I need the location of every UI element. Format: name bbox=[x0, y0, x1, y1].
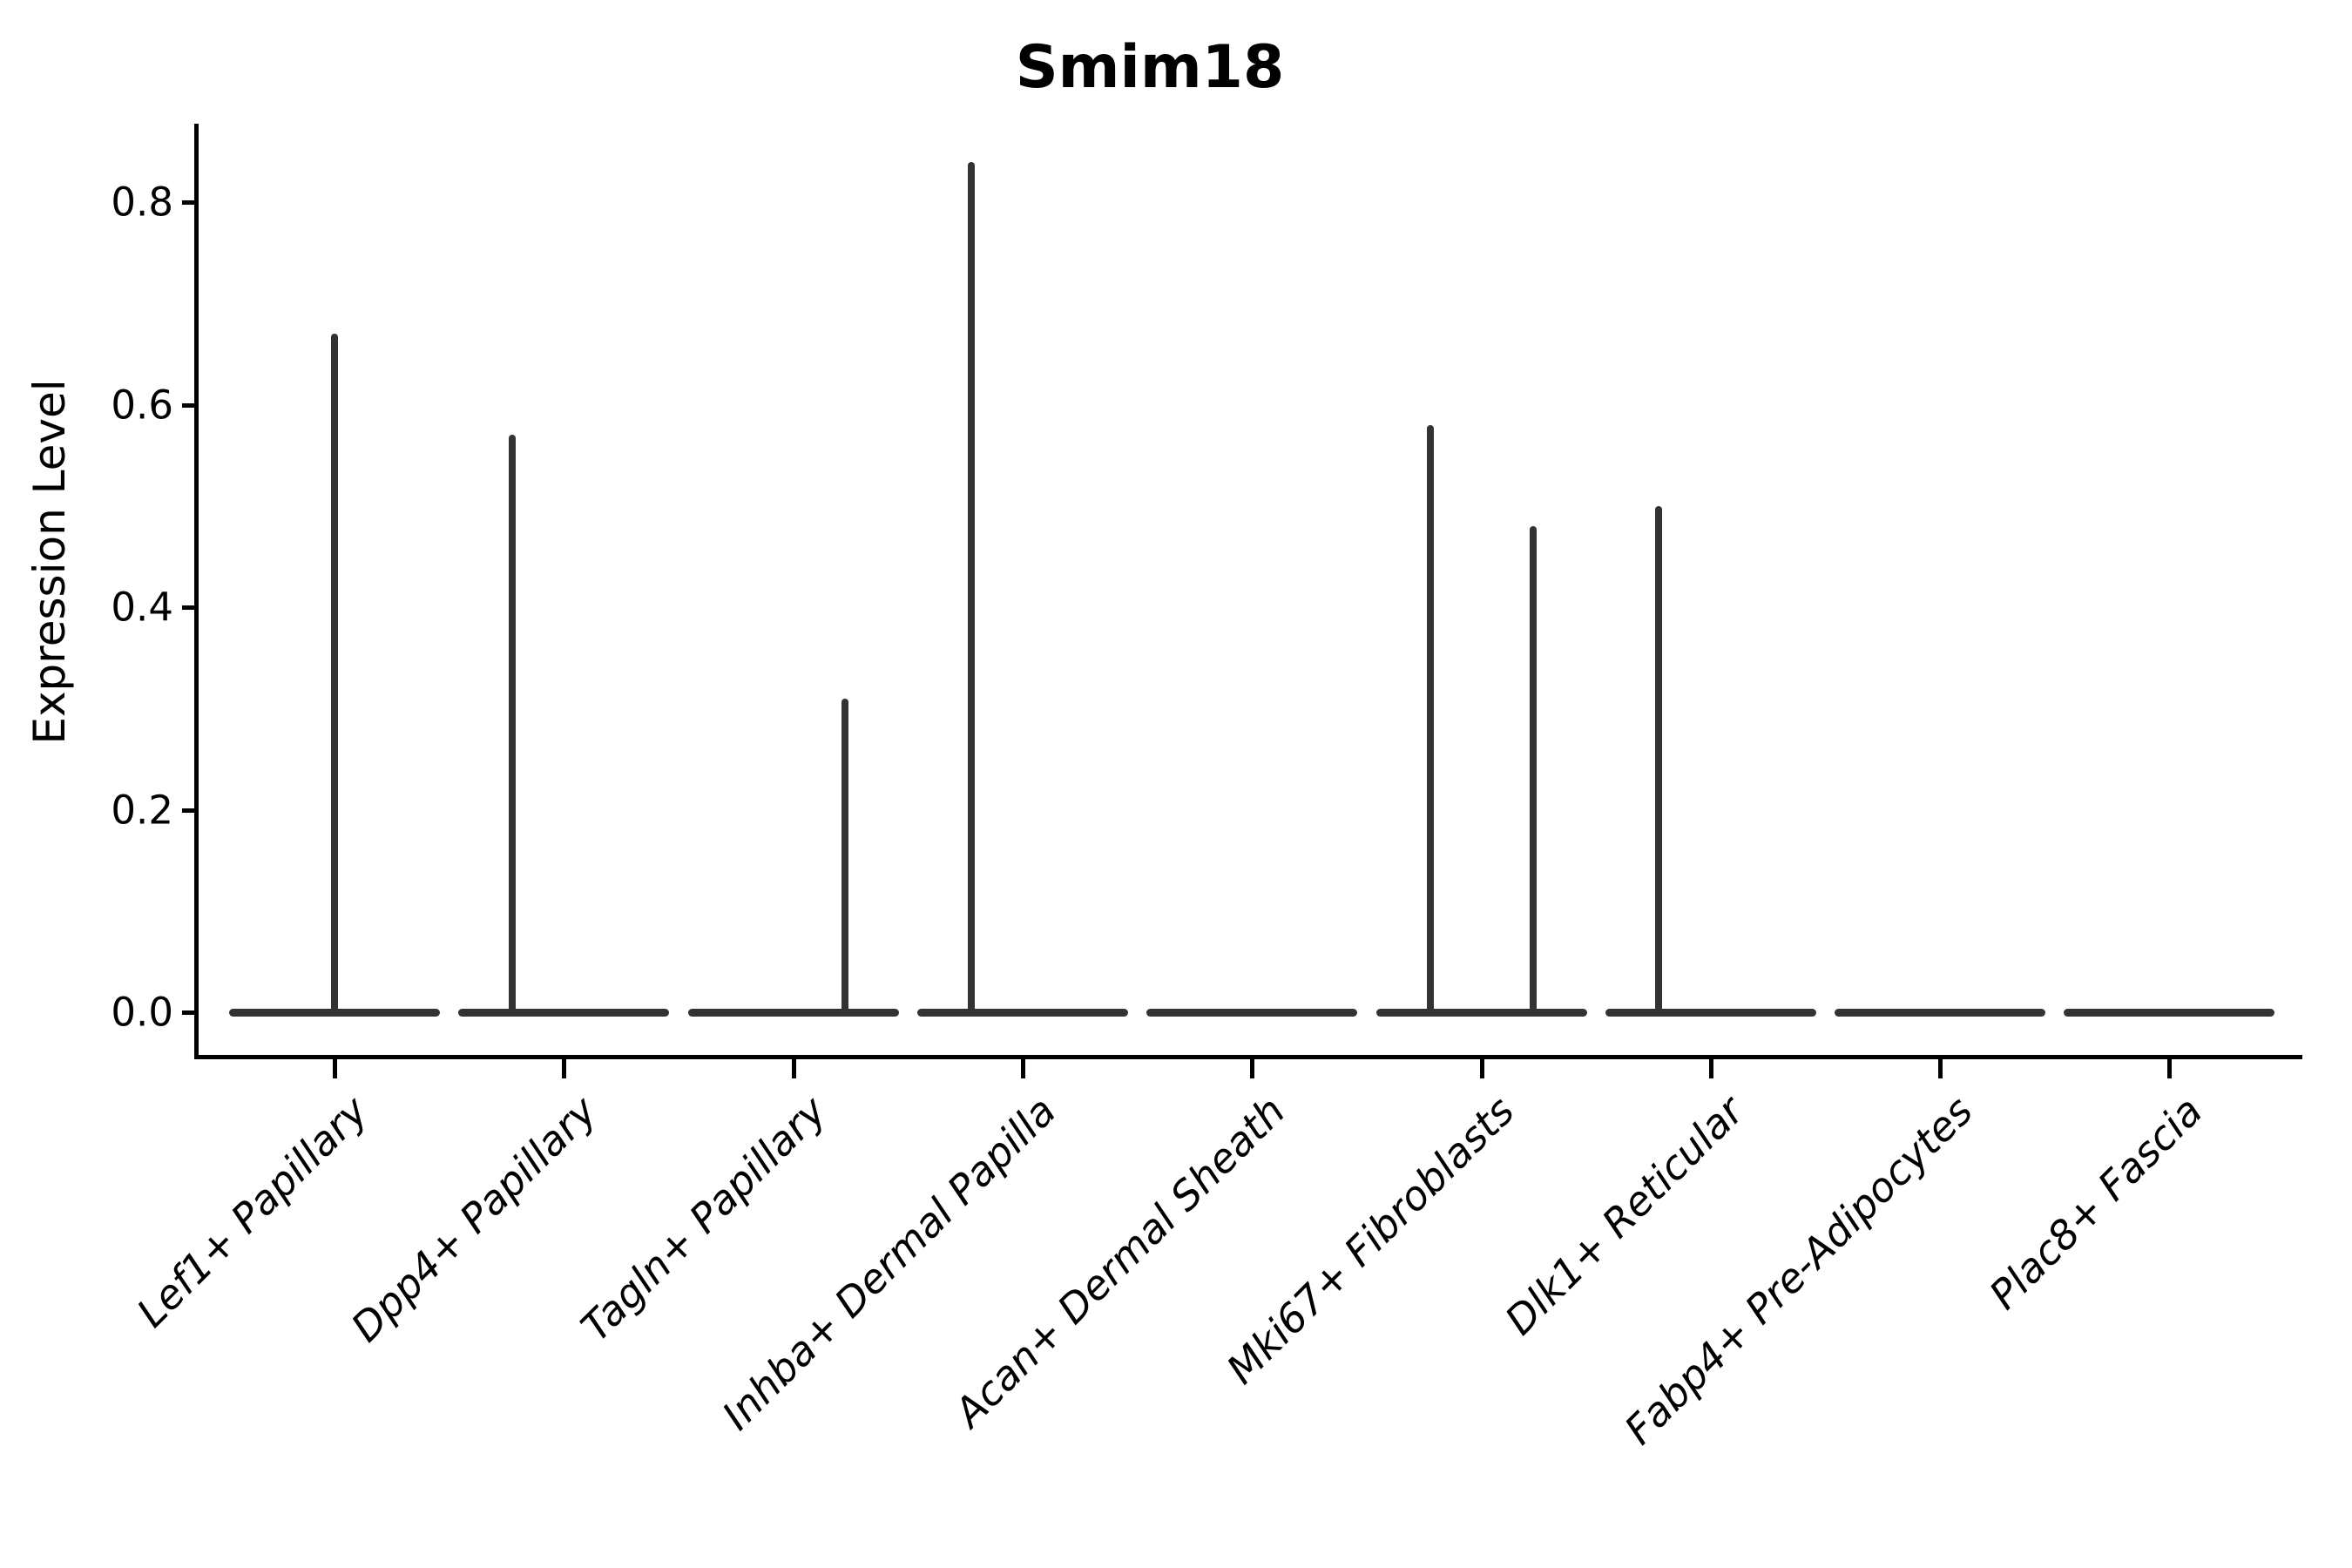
y-tick-mark bbox=[182, 808, 194, 813]
violin-spike bbox=[1654, 505, 1662, 1017]
x-tick-mark bbox=[791, 1059, 796, 1078]
x-category-label: Dpp4+ Papillary bbox=[341, 1087, 606, 1351]
x-category-label: Plac8+ Fascia bbox=[1980, 1087, 2212, 1319]
violin-body bbox=[1146, 1009, 1358, 1017]
chart-title: Smim18 bbox=[1015, 33, 1285, 102]
x-category-label: Tagln+ Papillary bbox=[571, 1087, 835, 1351]
violin-body bbox=[458, 1009, 670, 1017]
violin-spike bbox=[509, 435, 517, 1017]
violin-body bbox=[1835, 1009, 2046, 1017]
y-axis-spine bbox=[194, 124, 199, 1059]
x-tick-mark bbox=[1250, 1059, 1255, 1078]
x-tick-mark bbox=[1020, 1059, 1025, 1078]
y-tick-label: 0.4 bbox=[111, 584, 173, 631]
y-tick-mark bbox=[182, 200, 194, 205]
violin-spike bbox=[1426, 424, 1434, 1017]
x-tick-mark bbox=[1708, 1059, 1713, 1078]
violin-body bbox=[687, 1009, 899, 1017]
x-category-label: Lef1+ Papillary bbox=[127, 1087, 377, 1336]
x-category-label: Dlk1+ Reticular bbox=[1496, 1087, 1753, 1344]
violin-body bbox=[1605, 1009, 1816, 1017]
x-tick-mark bbox=[1938, 1059, 1943, 1078]
x-tick-mark bbox=[2167, 1059, 2173, 1078]
y-tick-mark bbox=[182, 402, 194, 408]
x-axis-spine bbox=[194, 1055, 2302, 1059]
y-tick-label: 0.6 bbox=[111, 382, 173, 428]
violin-body bbox=[1375, 1009, 1587, 1017]
violin-spike bbox=[967, 161, 975, 1017]
y-tick-mark bbox=[182, 1010, 194, 1015]
x-tick-mark bbox=[562, 1059, 567, 1078]
violin-spike bbox=[1529, 526, 1537, 1017]
x-tick-mark bbox=[1479, 1059, 1484, 1078]
x-tick-mark bbox=[333, 1059, 337, 1078]
y-tick-label: 0.0 bbox=[111, 989, 173, 1036]
violin-spike bbox=[331, 334, 338, 1017]
y-tick-mark bbox=[182, 605, 194, 610]
y-axis-label: Expression Level bbox=[24, 379, 75, 745]
violin-spike bbox=[841, 698, 848, 1017]
violin-body bbox=[916, 1009, 1128, 1017]
violin-body bbox=[2064, 1009, 2275, 1017]
y-tick-label: 0.8 bbox=[111, 179, 173, 226]
y-tick-label: 0.2 bbox=[111, 787, 173, 833]
